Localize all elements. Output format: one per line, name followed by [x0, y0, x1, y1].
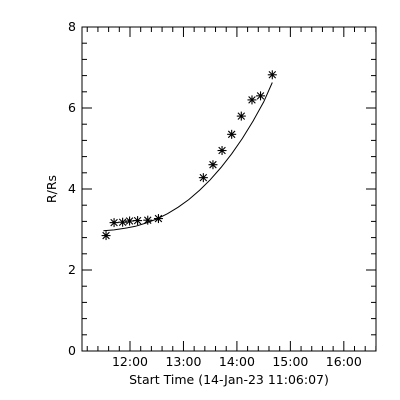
y-axis-label: R/Rs [44, 175, 59, 203]
marker-stroke [102, 231, 110, 240]
plot-frame [81, 26, 377, 352]
data-points [101, 70, 277, 241]
x-tick-label: 15:00 [272, 354, 308, 369]
data-point [267, 70, 277, 80]
marker-stroke [218, 146, 226, 155]
data-point [227, 129, 237, 139]
data-point [153, 214, 163, 224]
marker-stroke [118, 218, 127, 226]
data-point [256, 91, 266, 101]
x-tick-label: 16:00 [326, 354, 362, 369]
data-point [236, 111, 246, 121]
y-tick-label: 4 [68, 181, 76, 196]
marker-stroke [237, 112, 246, 120]
data-point [118, 217, 128, 227]
ticks [82, 26, 377, 352]
data-point [101, 231, 111, 241]
data-point [133, 216, 143, 226]
marker-stroke [209, 160, 217, 169]
axes [81, 26, 377, 352]
y-tick-label: 2 [68, 262, 76, 277]
data-point [143, 215, 153, 225]
y-tick-label: 0 [68, 343, 76, 358]
marker-stroke [227, 130, 236, 139]
y-tick-label: 8 [68, 19, 76, 34]
x-axis-label: Start Time (14-Jan-23 11:06:07) [129, 372, 329, 387]
data-point [217, 146, 227, 156]
x-tick-label: 13:00 [165, 354, 201, 369]
marker-stroke [199, 173, 208, 182]
marker-stroke [154, 214, 163, 223]
marker-stroke [143, 216, 152, 224]
data-point [208, 160, 218, 170]
y-tick-label: 6 [68, 100, 76, 115]
marker-stroke [110, 218, 118, 227]
data-point [125, 216, 135, 226]
tick-labels: 0 2 4 6 8 12:00 13:00 14:00 15:00 16:00 [68, 19, 362, 369]
data-point [247, 95, 257, 105]
data-point [109, 218, 119, 228]
data-point [198, 173, 208, 183]
marker-stroke [268, 71, 277, 79]
fit-curve [103, 82, 273, 232]
x-tick-label: 12:00 [112, 354, 148, 369]
marker-stroke [256, 92, 265, 100]
marker-stroke [248, 96, 256, 104]
marker-stroke [133, 216, 142, 225]
x-tick-label: 14:00 [219, 354, 255, 369]
marker-stroke [125, 217, 134, 225]
